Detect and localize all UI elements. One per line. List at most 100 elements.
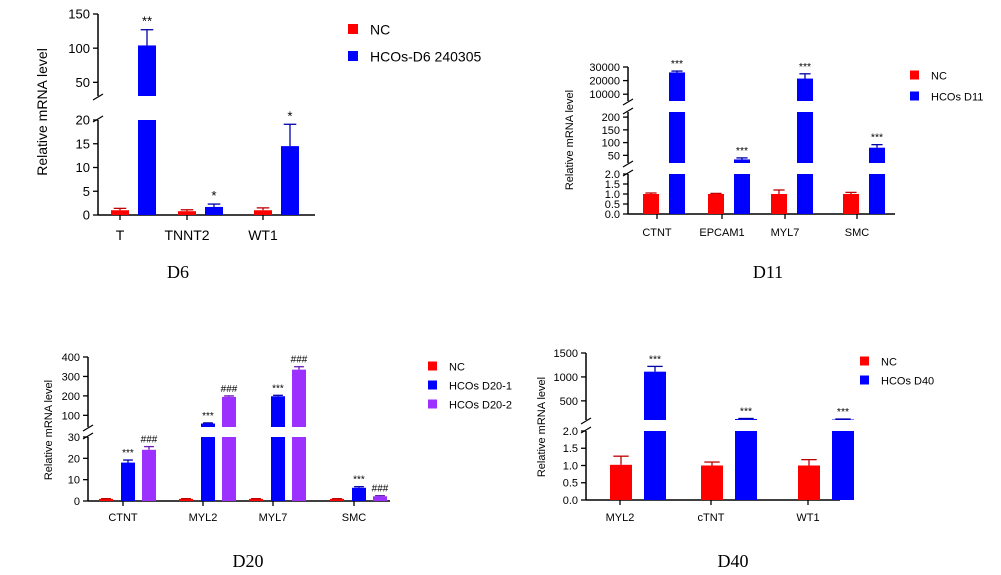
- panel-caption: D11: [753, 262, 783, 282]
- y-axis-label: Relative mRNA level: [43, 380, 55, 480]
- bar-nc-myl2: [179, 498, 193, 501]
- bar-nc-smc: [843, 194, 859, 214]
- bar-hcos-d11-myl7: [797, 174, 813, 214]
- y-tick-label: 400: [62, 352, 80, 364]
- bar-hcos-d40-myl2: [644, 371, 666, 420]
- y-tick-label: 200: [62, 391, 80, 403]
- axis-break-mark: [622, 160, 634, 168]
- bar-nc-tnnt2: [178, 211, 196, 215]
- y-tick-label: 100: [62, 410, 80, 422]
- legend-label: NC: [931, 71, 947, 83]
- bar-hcos-d20-2-myl7: [292, 369, 306, 427]
- x-tick-label: T: [116, 227, 125, 243]
- y-tick-label: 0.5: [563, 478, 578, 490]
- x-tick-label: MYL2: [189, 512, 218, 524]
- y-tick-label: 50: [76, 75, 90, 90]
- y-tick-label: 0.5: [605, 199, 620, 211]
- bar-hcos-d40-myl2: [644, 431, 666, 500]
- bar-hcos-d11-myl7: [797, 78, 813, 101]
- bar-nc-t: [111, 210, 129, 215]
- legend-swatch: [910, 70, 919, 80]
- x-tick-label: cTNT: [698, 512, 725, 524]
- significance-label: ***: [740, 406, 752, 417]
- y-tick-label: 20: [68, 453, 80, 465]
- significance-label: ***: [837, 407, 849, 418]
- y-tick-label: 10: [76, 160, 90, 175]
- axis-break-mark: [82, 424, 94, 432]
- bar-hcos-d11-smc: [869, 174, 885, 214]
- chart-d6: 0 5 10 15 20 50 100 150 T ** TNNT2 * WT1 * Relative mR…: [34, 7, 481, 282]
- significance-label: ***: [202, 411, 214, 422]
- significance-label: ***: [649, 354, 661, 365]
- bar-hcos-d20-2-myl2: [222, 396, 236, 427]
- y-tick-label: 1.5: [605, 179, 620, 191]
- bar-hcos-d11-smc: [869, 147, 885, 163]
- bar-hcos-d20-2-smc: [373, 496, 387, 501]
- axis-break-mark: [82, 432, 94, 440]
- y-tick-label: 300: [62, 371, 80, 383]
- x-tick-label: CTNT: [108, 512, 138, 524]
- significance-label: ***: [671, 59, 683, 70]
- bar-hcos-d11-epcam1: [734, 159, 750, 163]
- bar-hcos-d20-2-myl2: [222, 437, 236, 501]
- bar-nc-myl7: [771, 194, 787, 214]
- bar-hcos-d11-myl7: [797, 112, 813, 163]
- axis-break-mark: [622, 98, 634, 106]
- x-tick-label: SMC: [342, 512, 367, 524]
- significance-label: ***: [799, 62, 811, 73]
- bar-nc-ctnt: [701, 465, 723, 500]
- bar-hcos-d40-ctnt: [735, 431, 757, 500]
- bar-hcos-d11-ctnt: [669, 112, 685, 163]
- legend-label: HCOs D20-2: [449, 400, 512, 412]
- bar-hcos-d40-ctnt: [735, 419, 757, 420]
- bar-hcos-d20-2-ctnt: [142, 449, 156, 501]
- y-tick-label: 200: [602, 112, 620, 124]
- significance-label: ###: [221, 384, 238, 395]
- legend-label: HCOs D11: [931, 92, 983, 104]
- panel-caption: D40: [718, 551, 749, 571]
- axis-break-mark: [622, 107, 634, 115]
- y-tick-label: 1.5: [563, 443, 578, 455]
- significance-label: *: [287, 108, 292, 123]
- panel-caption: D6: [167, 262, 189, 282]
- axis-break-mark: [92, 93, 104, 101]
- legend-swatch: [428, 361, 437, 371]
- bar-hcos-d20-1-myl7: [271, 396, 285, 427]
- x-tick-label: MYL7: [259, 512, 288, 524]
- x-tick-label: MYL7: [771, 227, 800, 239]
- x-tick-label: CTNT: [642, 227, 672, 239]
- legend-label: HCOs-D6 240305: [370, 49, 481, 65]
- bar-hcos-d6-240305-t: [138, 120, 156, 215]
- y-tick-label: 10: [68, 475, 80, 487]
- legend-swatch: [860, 375, 869, 385]
- bar-nc-wt1: [798, 465, 820, 500]
- axis-break-mark: [622, 169, 634, 177]
- bar-hcos-d40-wt1: [832, 431, 854, 500]
- bar-nc-epcam1: [708, 194, 724, 214]
- significance-label: ***: [353, 475, 365, 486]
- bar-hcos-d11-ctnt: [669, 174, 685, 214]
- x-tick-label: TNNT2: [164, 227, 209, 243]
- x-tick-label: MYL2: [606, 512, 635, 524]
- significance-label: ***: [272, 383, 284, 394]
- y-tick-label: 2.0: [605, 169, 620, 181]
- significance-label: ###: [141, 435, 158, 446]
- bar-hcos-d20-1-ctnt: [121, 462, 135, 501]
- legend-label: NC: [370, 22, 390, 38]
- significance-label: ***: [122, 448, 134, 459]
- x-tick-label: WT1: [796, 512, 819, 524]
- axis-break-mark: [580, 426, 592, 434]
- y-tick-label: 500: [560, 396, 578, 408]
- x-tick-label: EPCAM1: [699, 227, 744, 239]
- y-tick-label: 10000: [589, 89, 620, 101]
- chart-d40: 0.0 0.5 1.0 1.5 2.0 500 1000 1500 MYL2 *** cTNT ***…: [536, 348, 934, 571]
- y-tick-label: 2.0: [563, 426, 578, 438]
- bar-hcos-d6-240305-wt1: [281, 146, 299, 215]
- legend-swatch: [348, 24, 358, 34]
- legend-label: NC: [449, 362, 465, 374]
- chart-d20: 0 10 20 30 100 200 300 400 CTNT *** ### MYL2 *** ### M…: [43, 352, 512, 571]
- y-tick-label: 150: [68, 7, 90, 22]
- y-tick-label: 0: [83, 208, 90, 223]
- legend-label: NC: [881, 357, 897, 369]
